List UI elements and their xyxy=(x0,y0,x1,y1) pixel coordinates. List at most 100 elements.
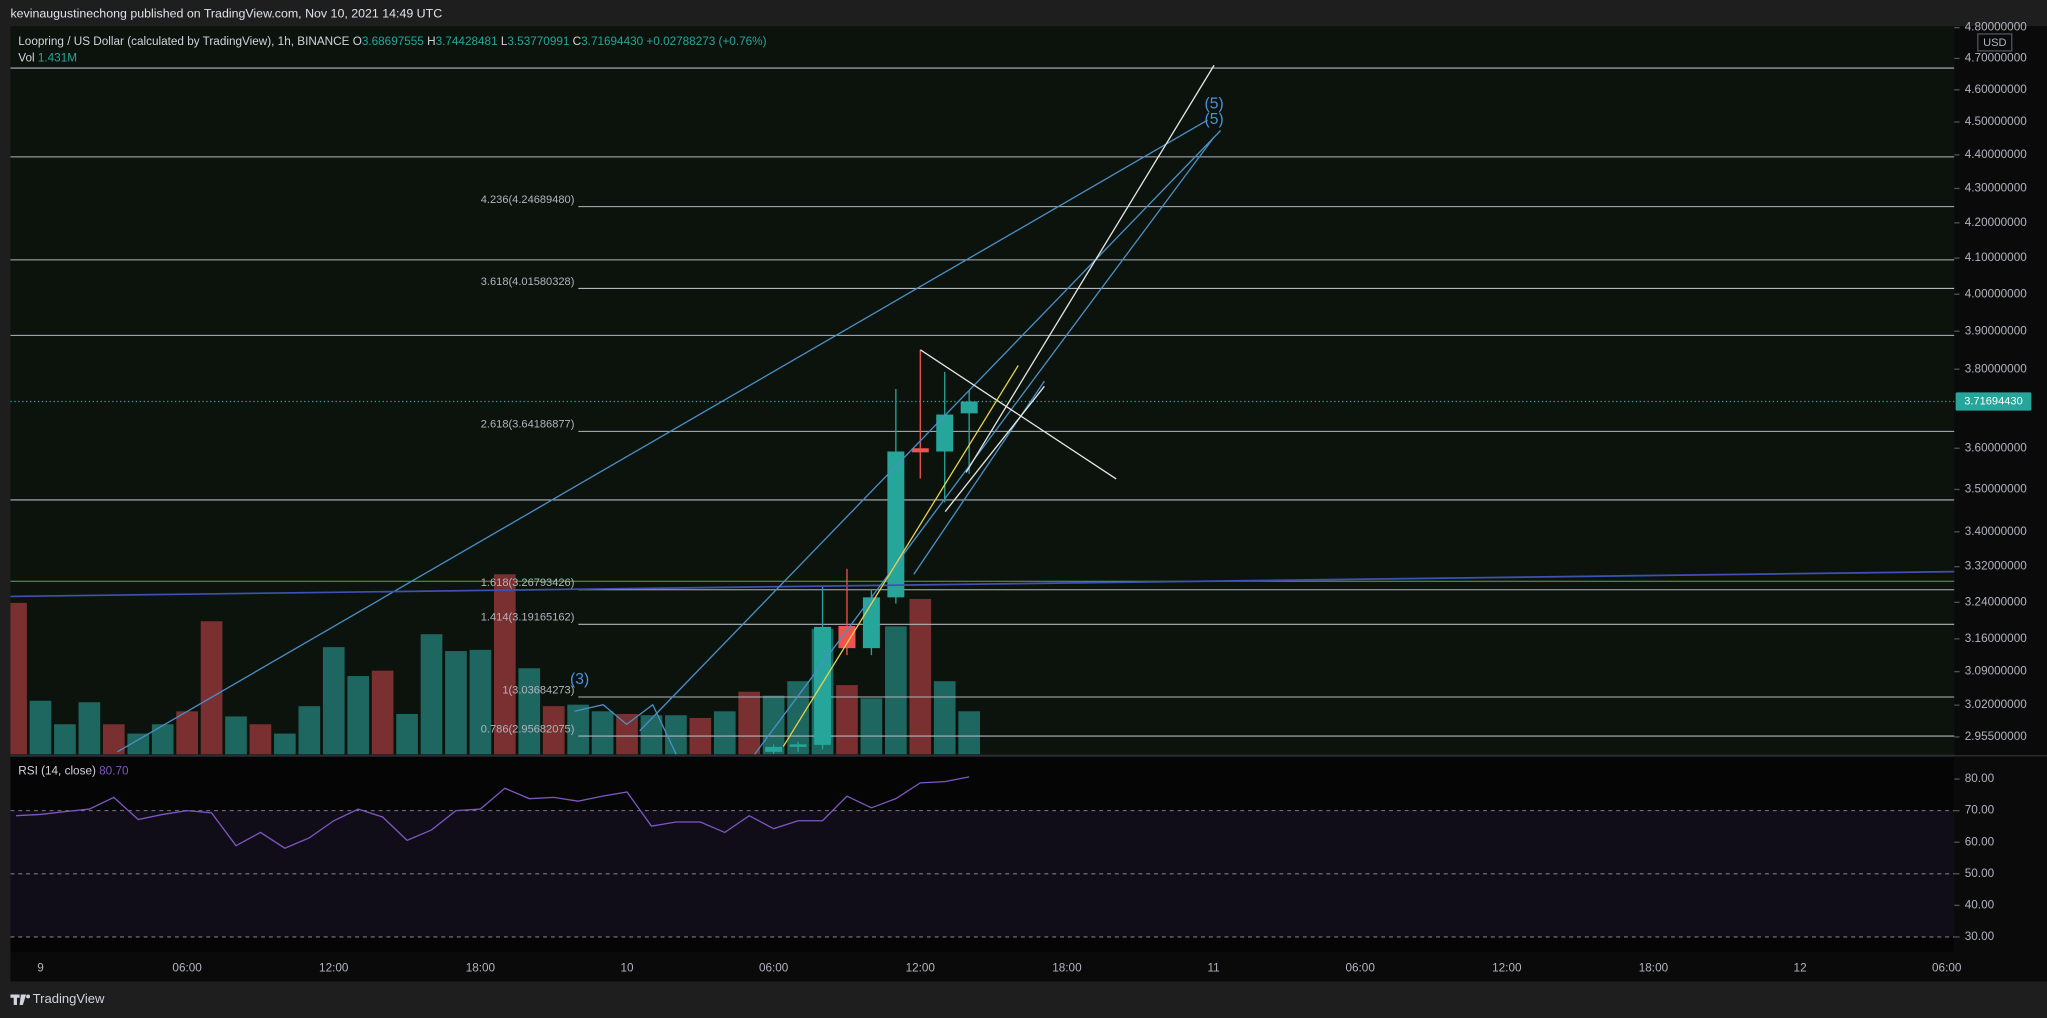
y-tick-label: 3.50000000 xyxy=(1965,483,2027,496)
trend-line xyxy=(965,64,1215,473)
y-tick-label: 4.40000000 xyxy=(1965,148,2027,161)
logo-part xyxy=(19,994,27,1005)
volume-bar xyxy=(396,714,418,755)
candle-body xyxy=(960,401,978,414)
ohlc-key: O xyxy=(353,35,362,48)
ohlc-value: 3.74428481 xyxy=(436,35,498,48)
ohlc-value: 3.53770991 xyxy=(507,35,569,48)
x-tick-label: 12 xyxy=(1794,961,1807,974)
symbol: Loopring / US Dollar (calculated by Trad… xyxy=(18,35,349,48)
wave-label: (5) xyxy=(1205,111,1224,128)
x-tick-label: 9 xyxy=(37,961,44,974)
fib-label: 0.786(2.95682075) xyxy=(481,723,575,735)
levels xyxy=(10,67,1955,582)
axes: 9 06:00 12:00 18:00 10 06:00 12:00 18:00 11 06:00… xyxy=(37,21,2032,974)
volume-bar xyxy=(909,598,932,755)
y-tick-label: 3.40000000 xyxy=(1965,525,2027,538)
volume-bar xyxy=(29,700,52,755)
trend-line xyxy=(944,385,1045,513)
volume-bar xyxy=(151,724,174,755)
ohlc-value: 3.71694430 xyxy=(581,35,643,48)
volume-bar xyxy=(200,621,223,755)
x-tick-label: 12:00 xyxy=(906,961,936,974)
fib-label: 1.414(3.19165162) xyxy=(481,612,575,624)
logo xyxy=(10,994,31,1005)
volume-bar xyxy=(274,733,296,755)
y-tick-label: 3.09000000 xyxy=(1965,665,2027,678)
x-tick-label: 10 xyxy=(620,961,634,974)
volume-bar xyxy=(249,724,272,755)
time-axis xyxy=(10,952,1955,982)
volume-bar xyxy=(885,626,907,755)
drawings xyxy=(10,64,1955,755)
candle-body xyxy=(911,448,929,453)
volume-bar xyxy=(762,695,785,755)
volume-bar xyxy=(176,711,198,755)
wave-label: (3) xyxy=(570,671,589,688)
x-tick-label: 06:00 xyxy=(759,961,789,974)
volume-bar xyxy=(10,602,27,755)
volume-bar xyxy=(542,706,565,755)
volume-bar xyxy=(322,647,345,755)
y-tick-label: 2.95500000 xyxy=(1965,730,2027,743)
volume-bar xyxy=(665,715,687,755)
currency-box xyxy=(1977,33,2013,52)
volume-bar xyxy=(127,733,150,755)
wave-line xyxy=(574,703,677,755)
currency: USD xyxy=(1983,37,2006,49)
x-tick-label: 06:00 xyxy=(172,961,202,974)
volume-bar xyxy=(836,685,858,755)
x-tick-label: 11 xyxy=(1207,961,1219,974)
legend: Loopring / US Dollar (calculated by Trad… xyxy=(18,35,766,48)
y-tick-label: 80.00 xyxy=(1965,772,1995,785)
volume-bar xyxy=(445,651,467,755)
x-tick-label: 12:00 xyxy=(1492,961,1522,974)
y-tick-label: 4.80000000 xyxy=(1965,21,2027,34)
y-tick-label: 60.00 xyxy=(1965,835,1995,848)
logo-part xyxy=(13,994,17,1005)
footer xyxy=(0,981,2047,1018)
volume-bar xyxy=(225,716,247,755)
x-tick-label: 12:00 xyxy=(319,961,349,974)
y-tick-label: 40.00 xyxy=(1965,898,1995,911)
fib: 4.236(4.24689480) 3.618(4.01580328) 2.618(… xyxy=(481,194,1955,737)
last-price-label: 3.71694430 xyxy=(1964,395,2023,407)
logo-part xyxy=(26,994,31,999)
candle-body xyxy=(887,451,905,598)
volume-last: 1.431M xyxy=(38,52,77,65)
y-tick-label: 3.90000000 xyxy=(1965,324,2027,337)
y-tick-label: 4.10000000 xyxy=(1965,251,2027,264)
trend-line xyxy=(639,130,1222,732)
volume-bar xyxy=(493,574,516,755)
volume-bar xyxy=(958,711,981,755)
fib-label: 2.618(3.64186877) xyxy=(481,419,575,431)
y-tick-label: 3.02000000 xyxy=(1965,698,2027,711)
candle-body xyxy=(789,744,807,747)
y-tick-label: 70.00 xyxy=(1965,804,1995,817)
fib-label: 1(3.03684273) xyxy=(502,684,574,696)
volume-bar xyxy=(738,691,761,755)
rsi-line xyxy=(16,776,970,849)
rsi-pane xyxy=(10,756,1955,953)
volume-bar xyxy=(640,715,663,755)
y-tick-label: 3.32000000 xyxy=(1965,560,2027,573)
x-tick-label: 18:00 xyxy=(466,961,496,974)
volume-bar xyxy=(518,668,541,755)
fib-label: 3.618(4.01580328) xyxy=(481,276,575,288)
volume-bar xyxy=(102,724,125,755)
x-tick-label: 06:00 xyxy=(1345,961,1375,974)
y-tick-label: 4.30000000 xyxy=(1965,182,2027,195)
y-tick-label: 50.00 xyxy=(1965,867,1995,880)
y-tick-label: 4.50000000 xyxy=(1965,115,2027,128)
y-tick-label: 4.60000000 xyxy=(1965,83,2027,96)
brand: TradingView xyxy=(33,991,105,1006)
y-tick-label: 3.80000000 xyxy=(1965,362,2027,375)
rsi-legend: RSI (14, close) 80.70 xyxy=(18,764,129,777)
volume-bar xyxy=(347,676,370,755)
volume-name: Vol xyxy=(18,52,34,65)
y-tick-label: 3.24000000 xyxy=(1965,595,2027,608)
volume-bar xyxy=(591,711,614,755)
volume-legend: Vol 1.431M xyxy=(18,52,77,65)
volume-bar xyxy=(298,706,321,755)
ohlc-key: L xyxy=(501,35,508,48)
